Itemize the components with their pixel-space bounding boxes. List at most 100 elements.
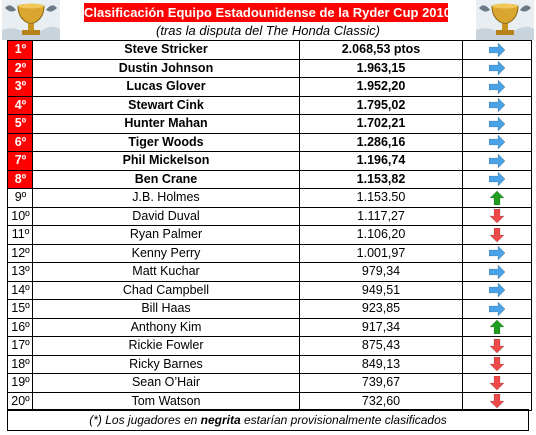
position-cell: 16º	[7, 317, 33, 337]
points-cell: 949,51	[299, 280, 463, 300]
position-cell: 12º	[7, 243, 33, 263]
points-cell: 1.001,97	[299, 243, 463, 263]
position-cell: 15º	[7, 299, 33, 319]
position-cell: 1º	[7, 40, 33, 60]
points-cell: 739,67	[299, 373, 463, 393]
position-cell: 19º	[7, 373, 33, 393]
player-name-cell: David Duval	[32, 206, 300, 226]
position-cell: 8º	[7, 169, 33, 189]
table-row: 18º Ricky Barnes 849,13	[7, 354, 532, 374]
player-name-cell: Ben Crane	[32, 169, 300, 189]
position-cell: 14º	[7, 280, 33, 300]
points-cell: 917,34	[299, 317, 463, 337]
points-cell: 732,60	[299, 391, 463, 411]
position-cell: 10º	[7, 206, 33, 226]
player-name-cell: Tiger Woods	[32, 132, 300, 152]
trend-cell	[462, 169, 532, 189]
player-name-cell: Anthony Kim	[32, 317, 300, 337]
points-cell: 1.153,82	[299, 169, 463, 189]
player-name-cell: Ricky Barnes	[32, 354, 300, 374]
player-name-cell: Sean O’Hair	[32, 373, 300, 393]
table-row: 6º Tiger Woods 1.286,16	[7, 132, 532, 152]
player-name-cell: Steve Stricker	[32, 40, 300, 60]
table-row: 16º Anthony Kim 917,34	[7, 317, 532, 337]
table-row: 17º Rickie Fowler 875,43	[7, 336, 532, 356]
arrow-down-icon	[489, 338, 505, 353]
footnote-bold: negrita	[200, 413, 241, 427]
player-name-cell: Hunter Mahan	[32, 114, 300, 134]
table-row: 3º Lucas Glover 1.952,20	[7, 77, 532, 97]
arrow-right-icon	[489, 135, 505, 150]
footnote-suffix: estarían provisionalmente clasificados	[240, 413, 447, 427]
points-cell: 1.795,02	[299, 95, 463, 115]
points-cell: 1.286,16	[299, 132, 463, 152]
arrow-right-icon	[489, 153, 505, 168]
table-row: 13º Matt Kuchar 979,34	[7, 262, 532, 282]
table-row: 7º Phil Mickelson 1.196,74	[7, 151, 532, 171]
trend-cell	[462, 206, 532, 226]
arrow-right-icon	[489, 301, 505, 316]
trophy-icon	[2, 0, 60, 40]
table-row: 15º Bill Haas 923,85	[7, 299, 532, 319]
trend-cell	[462, 262, 532, 282]
trend-cell	[462, 95, 532, 115]
position-cell: 6º	[7, 132, 33, 152]
points-cell: 1.196,74	[299, 151, 463, 171]
points-cell: 2.068,53 ptos	[299, 40, 463, 60]
table-row: 8º Ben Crane 1.153,82	[7, 169, 532, 189]
arrow-right-icon	[489, 172, 505, 187]
player-name-cell: Bill Haas	[32, 299, 300, 319]
trend-cell	[462, 373, 532, 393]
position-cell: 2º	[7, 58, 33, 78]
trend-cell	[462, 317, 532, 337]
position-cell: 18º	[7, 354, 33, 374]
trend-cell	[462, 188, 532, 208]
points-cell: 1.952,20	[299, 77, 463, 97]
player-name-cell: Phil Mickelson	[32, 151, 300, 171]
position-cell: 5º	[7, 114, 33, 134]
arrow-right-icon	[489, 264, 505, 279]
points-cell: 1.963,15	[299, 58, 463, 78]
arrow-right-icon	[489, 283, 505, 298]
player-name-cell: Ryan Palmer	[32, 225, 300, 245]
player-name-cell: Tom Watson	[32, 391, 300, 411]
position-cell: 13º	[7, 262, 33, 282]
trend-cell	[462, 299, 532, 319]
arrow-right-icon	[489, 42, 505, 57]
table-row: 10º David Duval 1.117,27	[7, 206, 532, 226]
trend-cell	[462, 114, 532, 134]
page-title: Clasificación Equipo Estadounidense de l…	[84, 3, 451, 22]
arrow-up-icon	[489, 320, 505, 335]
table-row: 12º Kenny Perry 1.001,97	[7, 243, 532, 263]
table-row: 9º J.B. Holmes 1.153.50	[7, 188, 532, 208]
arrow-right-icon	[489, 98, 505, 113]
player-name-cell: Lucas Glover	[32, 77, 300, 97]
points-cell: 979,34	[299, 262, 463, 282]
trend-cell	[462, 280, 532, 300]
trend-cell	[462, 243, 532, 263]
trend-cell	[462, 354, 532, 374]
trend-cell	[462, 40, 532, 60]
position-cell: 20º	[7, 391, 33, 411]
arrow-right-icon	[489, 246, 505, 261]
arrow-up-icon	[489, 190, 505, 205]
position-cell: 7º	[7, 151, 33, 171]
player-name-cell: Kenny Perry	[32, 243, 300, 263]
footnote-prefix: (*) Los jugadores en	[89, 413, 201, 427]
arrow-down-icon	[489, 394, 505, 409]
trophy-icon	[476, 0, 534, 40]
points-cell: 875,43	[299, 336, 463, 356]
ranking-table: 1º Steve Stricker 2.068,53 ptos 2º Dustin Jo…	[7, 40, 532, 411]
arrow-down-icon	[489, 375, 505, 390]
ranking-table-body: 1º Steve Stricker 2.068,53 ptos 2º Dustin Jo…	[7, 40, 532, 411]
position-cell: 11º	[7, 225, 33, 245]
position-cell: 3º	[7, 77, 33, 97]
player-name-cell: Stewart Cink	[32, 95, 300, 115]
points-cell: 923,85	[299, 299, 463, 319]
table-row: 5º Hunter Mahan 1.702,21	[7, 114, 532, 134]
trend-cell	[462, 336, 532, 356]
arrow-right-icon	[489, 79, 505, 94]
position-cell: 17º	[7, 336, 33, 356]
table-row: 4º Stewart Cink 1.795,02	[7, 95, 532, 115]
table-row: 1º Steve Stricker 2.068,53 ptos	[7, 40, 532, 60]
